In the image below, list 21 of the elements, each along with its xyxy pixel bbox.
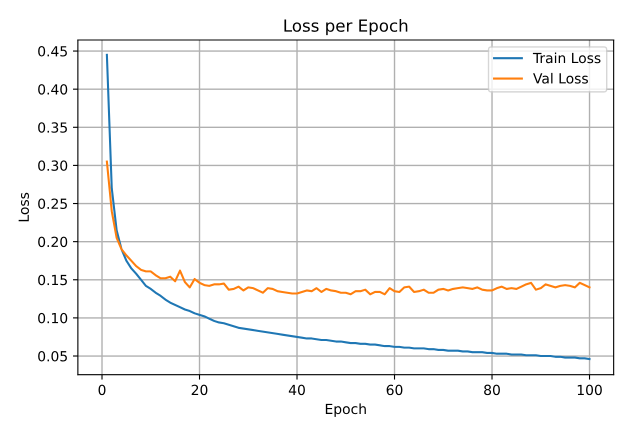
- y-tick-label: 0.20: [38, 236, 68, 248]
- y-tick-label: 0.30: [38, 160, 68, 171]
- y-tick-label: 0.05: [38, 350, 67, 362]
- legend-label: Val Loss: [533, 72, 588, 84]
- x-tick-label: 0: [98, 384, 106, 396]
- y-tick-label: 0.45: [38, 46, 67, 57]
- line-series: [106, 160, 591, 296]
- y-tick-label: 0.15: [38, 274, 67, 286]
- x-tick-label: 40: [288, 384, 305, 396]
- x-tick-label: 20: [192, 384, 208, 396]
- y-tick-label: 0.35: [38, 122, 67, 133]
- y-tick-label: 0.40: [38, 84, 68, 95]
- y-axis-title: Loss: [18, 192, 29, 222]
- x-tick-label: 100: [578, 384, 602, 396]
- chart-title: Loss per Epoch: [284, 19, 408, 36]
- x-axis-title: Epoch: [326, 403, 366, 417]
- y-tick-label: 0.25: [38, 198, 67, 210]
- x-tick-label: 80: [484, 384, 500, 396]
- y-tick-label: 0.10: [38, 312, 68, 324]
- x-tick-label: 60: [386, 384, 402, 396]
- legend-label: Train Loss: [532, 52, 600, 64]
